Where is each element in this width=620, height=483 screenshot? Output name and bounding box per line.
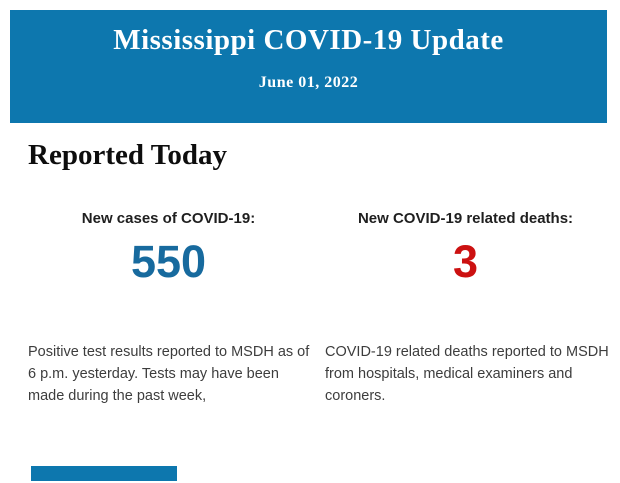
new-deaths-description: COVID-19 related deaths reported to MSDH… [325,344,609,404]
descriptions-row: Positive test results reported to MSDH a… [28,341,609,407]
report-date: June 01, 2022 [258,74,359,91]
new-deaths-value: 3 [452,236,479,287]
header-banner: Mississippi COVID-19 Update June 01, 202… [10,10,607,123]
new-cases-description: Positive test results reported to MSDH a… [28,344,310,404]
page-title: Mississippi COVID-19 Update [113,24,504,56]
new-deaths-label: New COVID-19 related deaths: [357,210,574,227]
cut-off-next-section-bar [31,466,177,481]
new-cases-value: 550 [130,236,207,287]
new-cases-label: New cases of COVID-19: [81,210,256,227]
stats-row: New cases of COVID-19: 550 New COVID-19 … [28,210,606,284]
new-deaths-stat: New COVID-19 related deaths: 3 [325,210,606,284]
new-cases-stat: New cases of COVID-19: 550 [28,210,309,284]
section-heading: Reported Today [28,139,228,171]
